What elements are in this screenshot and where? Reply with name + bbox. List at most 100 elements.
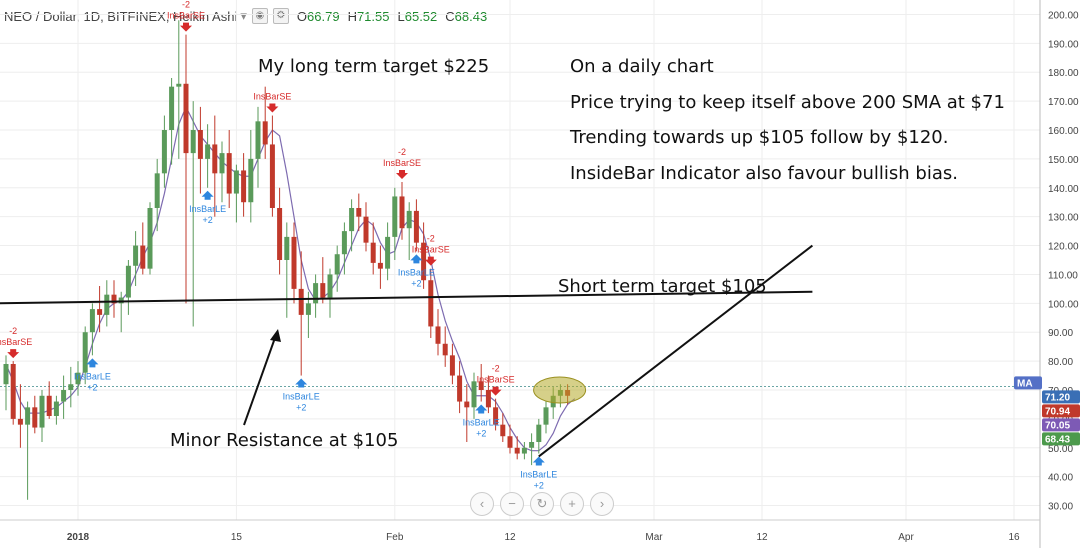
zoom-out-button[interactable]: − xyxy=(500,492,524,516)
signal-le-value: +2 xyxy=(534,481,544,491)
y-tick-label: 110.00 xyxy=(1048,270,1078,281)
signal-se-value: -2 xyxy=(9,326,17,336)
reset-button[interactable]: ↻ xyxy=(530,492,554,516)
note-short-term: Short term target $105 xyxy=(558,276,767,297)
candle-body xyxy=(457,375,463,402)
ohlc-open: O66.79 xyxy=(296,8,340,24)
candle-body xyxy=(125,265,131,298)
price-tag-bg xyxy=(1042,432,1080,446)
candle-body xyxy=(75,372,81,385)
signal-le-arrow xyxy=(295,378,308,388)
candle-body xyxy=(442,343,448,356)
trend-line-trend xyxy=(538,244,814,458)
candle-body xyxy=(183,83,189,154)
candle-body xyxy=(111,294,117,304)
signal-se-arrow xyxy=(266,103,279,113)
candle-body xyxy=(248,158,254,203)
candle-body xyxy=(464,401,470,408)
candle-body xyxy=(320,283,326,298)
signal-le-value: +2 xyxy=(476,429,486,439)
price-tag-bg xyxy=(1014,376,1042,390)
candle-body xyxy=(521,447,527,454)
symbol-title[interactable]: NEO / Dollar, 1D, BITFINEX, Heikin Ashi xyxy=(4,8,238,24)
y-tick-label: 150.00 xyxy=(1048,155,1079,166)
candle-body xyxy=(356,208,362,217)
symbol-dropdown-icon[interactable]: ▾ xyxy=(240,8,247,23)
moving-average xyxy=(5,105,576,452)
signal-se-label: InsBarSE xyxy=(0,337,32,347)
price-tag-bg xyxy=(1042,404,1080,418)
candle-body xyxy=(514,447,520,454)
ohlc-low: L65.52 xyxy=(397,8,438,24)
candle-body xyxy=(154,173,160,208)
ma-line xyxy=(5,105,576,452)
candle-body xyxy=(471,381,477,408)
x-tick-label: 12 xyxy=(756,532,768,543)
candle-body xyxy=(68,384,74,390)
candle-body xyxy=(399,196,405,229)
scroll-left-button[interactable]: ‹ xyxy=(470,492,494,516)
y-tick-label: 170.00 xyxy=(1048,97,1079,108)
signal-se-label: InsBarSE xyxy=(412,245,450,255)
candle-body xyxy=(212,144,218,174)
signal-se-arrow xyxy=(424,256,437,266)
candle-body xyxy=(277,208,283,260)
y-tick-label: 120.00 xyxy=(1048,242,1079,253)
candle-body xyxy=(205,144,211,159)
candle-body xyxy=(197,130,203,159)
signal-le-label: InsBarLE xyxy=(283,392,320,402)
settings-icon[interactable]: ⚙ xyxy=(272,8,289,24)
x-tick-label: 12 xyxy=(504,532,516,543)
signal-se-arrow xyxy=(180,22,192,32)
candle-body xyxy=(385,236,391,269)
y-tick-label: 160.00 xyxy=(1048,126,1079,137)
scroll-right-button[interactable]: › xyxy=(590,492,614,516)
candle-body xyxy=(104,294,110,315)
resistance-arrow-head xyxy=(270,329,281,342)
y-tick-label: 40.00 xyxy=(1048,473,1073,484)
candle-body xyxy=(190,130,196,154)
x-tick-label: 16 xyxy=(1008,532,1020,543)
signal-le-value: +2 xyxy=(296,403,306,413)
candle-body xyxy=(241,170,247,203)
candle-body xyxy=(25,407,31,425)
note-insidebar: InsideBar Indicator also favour bullish … xyxy=(570,163,958,184)
candle-body xyxy=(428,280,434,327)
x-axis[interactable]: 201815Feb12Mar12Apr16May14Jun xyxy=(67,532,1087,543)
candles xyxy=(3,20,571,500)
candle-body xyxy=(176,83,182,87)
signal-le-arrow xyxy=(475,404,488,414)
y-tick-label: 30.00 xyxy=(1048,502,1073,513)
y-tick-label: 100.00 xyxy=(1048,299,1079,310)
signal-se-value: -2 xyxy=(398,147,406,157)
trend-line-resistance xyxy=(0,290,813,305)
candle-body xyxy=(435,326,441,344)
candle-body xyxy=(313,283,319,304)
candle-body xyxy=(3,364,9,385)
y-axis[interactable]: 30.0040.0050.0060.0070.0080.0090.00100.0… xyxy=(1014,10,1080,513)
x-tick-label: 15 xyxy=(231,532,243,543)
eye-icon[interactable]: ◉ xyxy=(251,8,268,24)
zoom-in-button[interactable]: + xyxy=(560,492,584,516)
candle-body xyxy=(349,208,355,232)
y-tick-label: 50.00 xyxy=(1048,444,1073,455)
y-tick-label: 80.00 xyxy=(1048,357,1073,368)
zoom-controls: ‹ − ↻ + › xyxy=(470,492,614,516)
candle-body xyxy=(363,216,369,243)
candle-body xyxy=(89,309,95,333)
x-tick-label: Feb xyxy=(386,532,404,543)
note-trend: Trending towards up $105 follow by $120. xyxy=(569,127,948,148)
candle-body xyxy=(118,297,124,304)
resistance-arrow-shaft xyxy=(243,334,277,426)
signal-se-arrow xyxy=(489,386,502,396)
signal-le-value: +2 xyxy=(411,278,421,288)
candle-body xyxy=(226,153,232,194)
candle-body xyxy=(449,355,455,376)
candle-body xyxy=(478,381,484,390)
annotations: My long term target $225 On a daily char… xyxy=(170,56,1005,451)
candle-body xyxy=(305,303,311,315)
candle-body xyxy=(370,242,376,263)
signal-se-label: InsBarSE xyxy=(167,11,205,21)
